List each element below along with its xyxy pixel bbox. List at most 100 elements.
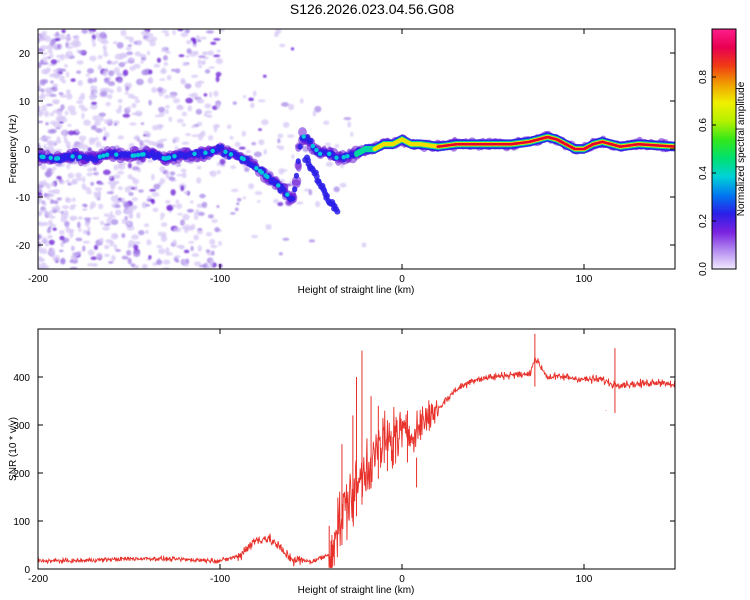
spectrogram-noise-blob: [324, 142, 331, 147]
track-hotspot: [223, 149, 228, 155]
spectrogram-noise-blob: [244, 166, 250, 173]
spectrogram-noise-blob: [172, 239, 177, 246]
spectrogram-noise-blob: [208, 134, 214, 141]
spectrogram-noise-blob: [180, 32, 189, 38]
snr-x-tick-label: 0: [399, 574, 405, 585]
spectrogram-noise-blob: [47, 219, 53, 226]
track-hotspot: [166, 155, 172, 160]
spectrogram-noise-blob: [126, 106, 132, 111]
track-hotspot: [41, 154, 46, 160]
spectrogram-noise-blob: [40, 88, 45, 93]
spectrogram-noise-blob: [69, 266, 78, 269]
spectrogram-noise-blob: [184, 83, 192, 89]
spectrogram-noise-blob: [138, 189, 144, 193]
spectrogram-noise-blob: [277, 202, 284, 207]
spectrogram-noise-blob: [48, 193, 55, 198]
spectrogram-noise-blob: [125, 85, 129, 92]
spectrogram-x-tick-label: 100: [576, 274, 593, 285]
spectrogram-noise-blob: [110, 233, 119, 240]
spectrogram-noise-blob: [103, 223, 111, 226]
spectrogram-noise-blob: [83, 186, 91, 191]
spectrogram-noise-blob: [72, 252, 80, 256]
spectrogram-noise-blob: [230, 212, 236, 215]
spectrogram-noise-blob: [115, 249, 122, 252]
spectrogram-x-tick-label: -200: [28, 274, 48, 285]
spectrogram-noise-blob: [44, 110, 50, 118]
spectrogram-noise-blob: [65, 179, 70, 184]
spectrogram-noise-blob: [208, 91, 213, 98]
spectrogram-noise-blob: [93, 167, 97, 172]
spectrogram-noise-blob: [178, 54, 185, 58]
spectrogram-noise-blob: [210, 41, 217, 45]
spectrogram-noise-blob: [263, 148, 267, 155]
spectrogram-noise-blob: [76, 70, 82, 74]
spectrogram-noise-blob: [196, 177, 202, 184]
track-hotspot: [314, 147, 319, 153]
spectrogram-noise-blob: [203, 93, 208, 97]
spectrogram-noise-blob: [152, 207, 159, 213]
spectrogram-noise-blob: [172, 29, 176, 36]
spectrogram-x-tick-label: -100: [210, 274, 230, 285]
spectrogram-noise-blob: [114, 199, 121, 204]
spectrogram-noise-blob: [138, 229, 145, 236]
spectrogram-noise-blob: [258, 128, 262, 131]
spectrogram-noise-blob: [131, 197, 138, 202]
spectrogram-noise-blob: [202, 51, 207, 56]
spectrogram-noise-blob: [210, 244, 218, 249]
spectrogram-noise-blob: [196, 97, 202, 104]
spectrogram-x-ticks: -200 -100 0 100: [28, 29, 593, 285]
spectrogram-noise-blob: [160, 212, 166, 218]
spectrogram-noise-blob: [314, 105, 322, 113]
spectrogram-noise-blob: [127, 243, 132, 249]
spectrogram-noise-blob: [59, 34, 66, 41]
spectrogram-noise-blob: [86, 172, 93, 177]
spectrogram-noise-blob: [47, 234, 53, 239]
spectrogram-noise-blob: [156, 57, 162, 63]
spectrogram-noise-blob: [238, 146, 246, 150]
spectrogram-noise-blob: [219, 158, 226, 166]
spectrogram-noise-blob: [75, 128, 80, 134]
spectrogram-noise-blob: [278, 145, 285, 151]
spectrogram-noise-blob: [38, 241, 42, 248]
spectrogram-noise-blob: [76, 177, 83, 182]
spectrogram-noise-blob: [110, 219, 119, 225]
spectrogram-noise-blob: [52, 109, 60, 114]
spectrogram-noise-blob: [236, 202, 240, 206]
spectrogram-noise-blob: [88, 31, 94, 35]
spectrogram-noise-blob: [59, 179, 65, 185]
spectrogram-noise-blob: [52, 188, 61, 195]
spectrogram-noise-blob: [122, 69, 129, 77]
spectrogram-noise-blob: [151, 87, 158, 93]
spectrogram-noise-blob: [175, 259, 180, 263]
spectrogram-noise-blob: [215, 75, 220, 83]
spectrogram-noise-blob: [160, 235, 168, 242]
spectrogram-noise-blob: [181, 171, 187, 179]
spectrogram-noise-blob: [173, 227, 179, 232]
spectrogram-noise-blob: [89, 55, 97, 62]
spectrogram-noise-blob: [102, 70, 108, 77]
spectrogram-noise-blob: [45, 122, 49, 126]
spectrogram-noise-blob: [185, 132, 192, 137]
spectrogram-noise-blob: [168, 176, 176, 181]
spectrogram-noise-blob: [199, 193, 206, 199]
spectrogram-noise-blob: [176, 118, 184, 123]
spectrogram-noise-blob: [44, 35, 51, 42]
spectrogram-noise-blob: [65, 35, 72, 42]
spectrogram-noise-blob: [93, 77, 98, 83]
spectrogram-noise-blob: [159, 178, 166, 184]
spectrogram-noise-blob: [69, 231, 74, 238]
snr-x-tick-label: 100: [576, 574, 593, 585]
spectrogram-noise-blob: [59, 53, 66, 61]
spectrogram-noise-blob: [257, 200, 261, 203]
spectrogram-noise-blob: [39, 258, 45, 262]
spectrogram-noise-blob: [188, 93, 195, 97]
spectrogram-noise-blob: [93, 244, 99, 251]
spectrogram-noise-blob: [80, 107, 89, 112]
track-hotspot: [265, 174, 270, 180]
spectrogram-noise-blob: [46, 67, 51, 73]
spectrogram-noise-blob: [165, 247, 170, 254]
spectrogram-noise-blob: [99, 90, 108, 97]
spectrogram-noise-blob: [127, 258, 132, 265]
spectrogram-noise-blob: [133, 244, 139, 250]
